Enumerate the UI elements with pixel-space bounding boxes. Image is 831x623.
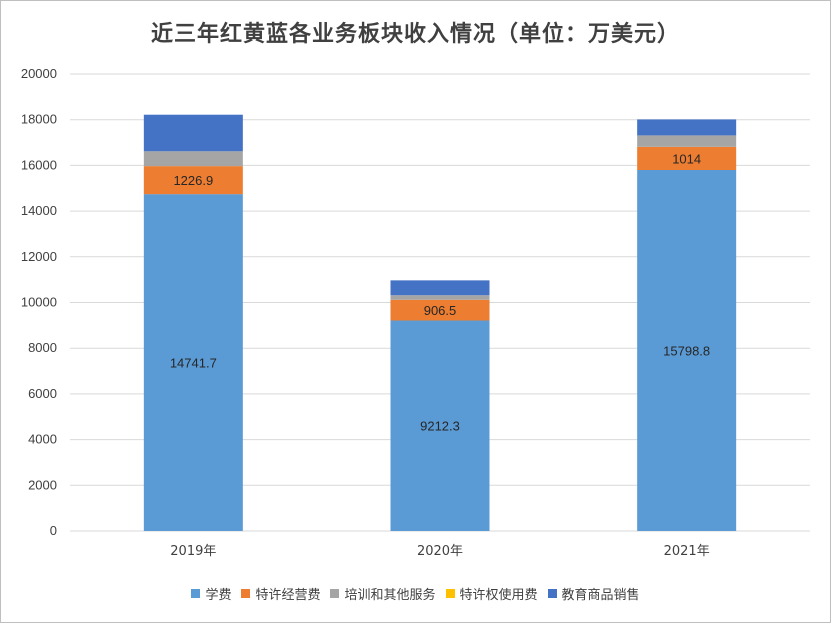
legend-item: 培训和其他服务: [330, 584, 436, 603]
bar-segment: [390, 280, 490, 296]
chart-title: 近三年红黄蓝各业务板块收入情况（单位：万美元）: [150, 22, 680, 47]
bar-segment: [390, 299, 490, 321]
legend-label: 特许权使用费: [459, 588, 538, 603]
legend-swatch: [547, 589, 557, 598]
bar-segment: [637, 135, 737, 147]
x-tick-label: 2019年: [170, 544, 216, 559]
bar-segment: [637, 169, 737, 531]
y-tick-label: 20000: [21, 66, 57, 81]
bar-segment: [143, 114, 243, 152]
legend-swatch: [445, 589, 455, 598]
bar-segment: [143, 194, 243, 531]
data-label: 1014: [672, 151, 701, 166]
legend-label: 学费: [205, 588, 232, 603]
y-tick-label: 2000: [28, 477, 57, 492]
y-tick-label: 14000: [21, 203, 57, 218]
data-label: 906.5: [424, 303, 457, 318]
legend-item: 特许权使用费: [445, 584, 538, 603]
bar-segment: [143, 151, 243, 167]
data-label: 1226.9: [173, 173, 213, 188]
y-tick-label: 8000: [28, 340, 57, 355]
bar-segment: [390, 320, 490, 531]
y-tick-label: 10000: [21, 295, 57, 310]
bar-segment: [390, 295, 490, 300]
y-tick-label: 0: [50, 523, 57, 538]
legend-swatch: [241, 589, 251, 598]
legend-swatch: [330, 589, 340, 598]
y-tick-label: 12000: [21, 249, 57, 264]
legend-label: 教育商品销售: [561, 588, 640, 603]
legend-label: 特许经营费: [255, 588, 321, 603]
bar-segment: [143, 166, 243, 195]
y-tick-label: 18000: [21, 112, 57, 127]
y-tick-label: 6000: [28, 386, 57, 401]
y-tick-label: 16000: [21, 157, 57, 172]
x-tick-label: 2021年: [664, 544, 710, 559]
legend-item: 学费: [191, 584, 231, 603]
chart-legend: 学费 特许经营费 培训和其他服务 特许权使用费 教育商品销售: [0, 584, 831, 603]
y-tick-label: 4000: [28, 432, 57, 447]
legend-item: 教育商品销售: [547, 584, 640, 603]
legend-item: 特许经营费: [241, 584, 320, 603]
bar-segment: [637, 119, 737, 136]
x-tick-label: 2020年: [417, 544, 463, 559]
legend-label: 培训和其他服务: [344, 588, 436, 603]
data-label: 14741.7: [170, 356, 217, 371]
data-label: 9212.3: [420, 419, 460, 434]
bar-segment: [637, 146, 737, 170]
legend-swatch: [191, 589, 201, 598]
data-label: 15798.8: [663, 343, 710, 358]
